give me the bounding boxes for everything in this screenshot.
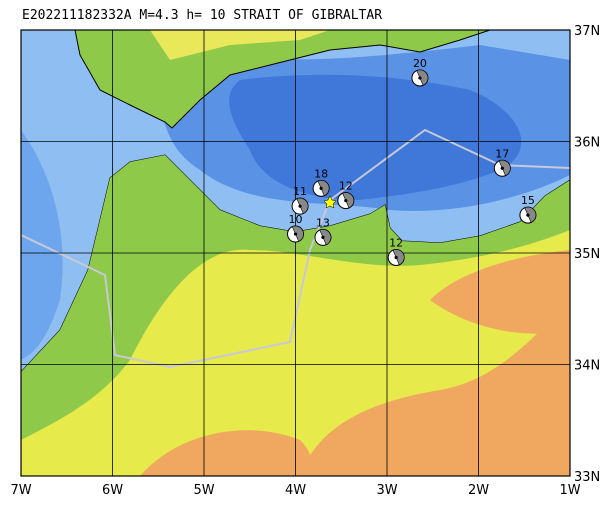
- spain-highland: [150, 30, 330, 60]
- lat-tick-label: 37N: [574, 24, 600, 39]
- lon-tick-label: 3W: [376, 483, 397, 498]
- event-label: 15: [521, 194, 535, 207]
- beachball-compression: [498, 159, 511, 177]
- beachball-center: [418, 76, 422, 80]
- map-title: E202211182332A M=4.3 h= 10 STRAIT OF GIB…: [22, 8, 382, 23]
- lat-tick-label: 34N: [574, 359, 600, 374]
- focal-mechanism: [291, 197, 309, 215]
- lon-tick-label: 4W: [285, 483, 306, 498]
- africa-orange-west: [140, 430, 312, 476]
- lon-tick-label: 1W: [559, 483, 580, 498]
- sea-deep: [229, 74, 522, 200]
- border-line: [21, 128, 570, 369]
- africa-orange-south: [300, 300, 570, 476]
- focal-mechanism: [312, 179, 330, 197]
- beachball-compression: [524, 206, 537, 223]
- lon-tick-label: 2W: [468, 483, 489, 498]
- focal-mechanism: [287, 225, 304, 243]
- beachball-center: [526, 213, 530, 217]
- beachball-compression: [291, 225, 304, 242]
- africa-orange-east: [430, 250, 570, 334]
- beachball-center: [293, 232, 298, 236]
- main-event-star: [323, 195, 337, 209]
- beachball-compression: [416, 69, 429, 86]
- beachball-compression: [317, 180, 330, 197]
- event-label: 12: [339, 180, 353, 193]
- focal-mechanism: [387, 248, 405, 266]
- lon-tick-label: 5W: [193, 483, 214, 498]
- beachball-center: [319, 186, 323, 190]
- beachball-center: [394, 255, 398, 260]
- event-label: 13: [316, 216, 330, 229]
- beachball-center: [500, 166, 504, 170]
- lat-tick-label: 36N: [574, 136, 600, 151]
- event-label: 10: [289, 213, 303, 226]
- focal-mechanism: [314, 228, 332, 246]
- focal-mechanism: [411, 69, 429, 87]
- map-frame: [20, 29, 571, 477]
- beachball-center: [321, 235, 325, 239]
- lat-tick-label: 35N: [574, 247, 600, 262]
- beachball-center: [298, 204, 302, 208]
- events: 20 17 15 12 13 10 11 18 12: [287, 57, 537, 266]
- lon-tick-label: 7W: [10, 483, 31, 498]
- africa-coastal-green: [21, 155, 570, 440]
- lat-tick-label: 33N: [574, 470, 600, 485]
- focal-mechanism: [493, 159, 511, 177]
- beachball-compression: [296, 197, 309, 214]
- beachball-center: [344, 198, 348, 203]
- event-label: 18: [314, 167, 328, 180]
- beachball-compression: [319, 229, 332, 246]
- event-label: 20: [413, 57, 427, 70]
- event-label: 17: [495, 147, 509, 160]
- event-label: 11: [293, 185, 307, 198]
- beachball-compression: [342, 192, 355, 209]
- event-label: 12: [389, 236, 403, 249]
- beachball-compression: [392, 249, 405, 266]
- focal-mechanism: [519, 206, 537, 224]
- focal-mechanism: [337, 192, 355, 210]
- lon-tick-label: 6W: [102, 483, 123, 498]
